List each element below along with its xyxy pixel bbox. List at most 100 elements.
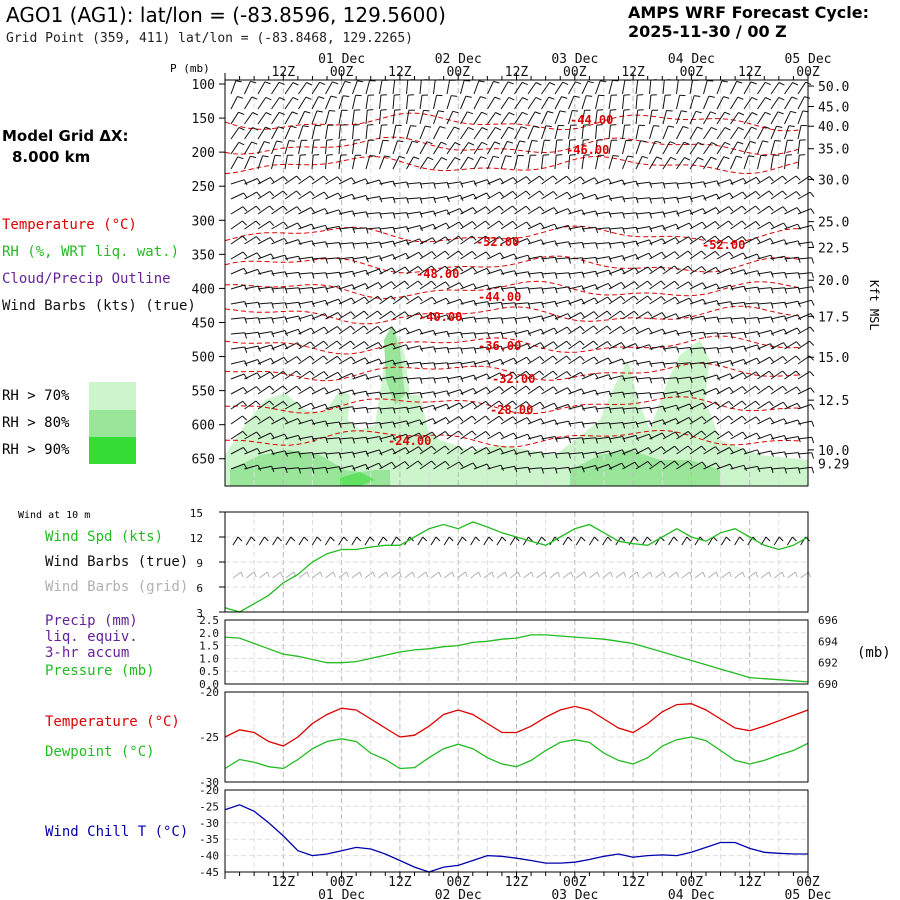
wind-barb-flag: [283, 356, 288, 363]
wind-barb: [662, 95, 666, 110]
wind-barb: [608, 391, 623, 395]
wind-barb: [757, 205, 770, 215]
legend-rh: RH (%, WRT liq. wat.): [2, 244, 180, 260]
wind-barb: [581, 242, 596, 245]
wind-barb: [730, 191, 743, 200]
wind-barb-flag: [323, 355, 329, 361]
wind-barb: [433, 417, 447, 425]
wind-barb: [460, 374, 475, 380]
wind-barb: [541, 386, 554, 395]
wind-barb: [338, 437, 353, 440]
wind-barb-flag: [741, 415, 747, 421]
surface-wind-barb-grid: [549, 571, 559, 579]
wind-barb: [473, 96, 481, 110]
wind-barb: [527, 370, 540, 380]
surface-wind-barb-true-flag: [528, 536, 533, 542]
wind-barb-flag: [498, 400, 504, 406]
wind-barb-flag: [716, 374, 721, 381]
wind-barb: [608, 449, 623, 455]
wind-barb: [689, 194, 704, 200]
wind-barb-flag: [446, 196, 450, 203]
wind-barb-flag: [459, 402, 464, 409]
wind-barb: [676, 126, 684, 140]
wind-barb: [757, 343, 771, 350]
wind-barb: [649, 265, 662, 275]
wind-barb: [743, 371, 757, 380]
wind-barb: [595, 125, 598, 140]
wind-barb: [365, 255, 380, 260]
wind-barb-flag: [751, 112, 758, 116]
wind-barb-flag: [676, 330, 680, 337]
wind-barb: [298, 341, 311, 350]
wind-barb-flag: [256, 191, 261, 198]
wind-barb: [514, 433, 528, 440]
wind-barb: [703, 361, 718, 365]
top-time-label: 00Z: [330, 65, 354, 80]
wind-barb-flag: [379, 196, 383, 203]
wind-barb: [608, 155, 614, 170]
wind-barb-flag: [311, 314, 316, 321]
wind-barb-flag: [324, 387, 329, 393]
wind-barb: [554, 340, 567, 350]
wind-barb-flag: [485, 415, 491, 421]
wind-barb: [311, 371, 325, 380]
wind-barb-flag: [606, 310, 612, 316]
wind-barb: [257, 270, 272, 275]
wind-barb: [689, 157, 699, 170]
wind-barb: [298, 140, 302, 155]
wind-barb: [689, 235, 702, 245]
wind-barb-flag: [296, 190, 302, 196]
wind-barb: [743, 141, 751, 155]
wind-barb: [406, 377, 421, 380]
wind-barb: [527, 190, 540, 200]
wind-barb-flag: [243, 192, 248, 199]
wind-barb-flag: [508, 112, 515, 116]
wind-barb: [703, 283, 717, 290]
wind-barb: [379, 226, 394, 230]
surface-wind-barb-grid: [232, 571, 242, 579]
wind-barb-flag: [256, 372, 262, 378]
wind-barb: [716, 192, 730, 200]
wind-barb-flag: [676, 197, 680, 204]
wind-barb: [352, 406, 367, 410]
wind-barb: [230, 430, 243, 440]
wind-barb: [298, 402, 312, 410]
wind-barb: [514, 316, 529, 320]
wind-barb-flag: [527, 254, 532, 261]
wind-barb: [433, 265, 446, 275]
wind-barb-flag: [513, 432, 518, 439]
wind-barb: [271, 302, 286, 305]
wind-barb-flag: [531, 140, 538, 142]
temperature-contour-label: -52.00: [476, 235, 519, 249]
wind-barb: [406, 405, 421, 410]
wind-barb-flag: [566, 326, 572, 333]
wind-barb-flag: [525, 190, 531, 196]
wind-barb-flag: [323, 175, 329, 181]
wind-barb: [352, 463, 366, 470]
wind-barb: [595, 110, 598, 125]
wind-barb: [676, 222, 690, 230]
wind-barb: [271, 271, 286, 275]
wind-barb: [244, 220, 257, 230]
wind-barb: [595, 390, 610, 395]
wind-barb: [568, 81, 576, 95]
wind-barb-flag: [426, 141, 433, 145]
wind-barb: [608, 241, 623, 245]
wind-barb: [622, 212, 637, 215]
wind-barb: [419, 237, 433, 245]
wind-barb: [338, 193, 353, 200]
wind-barb: [379, 407, 394, 410]
temperature-contour: [224, 225, 802, 244]
wind-barb-flag: [556, 154, 563, 156]
wind-barb-flag: [634, 461, 639, 468]
wind-barb-flag: [566, 340, 572, 346]
wind-barb: [527, 301, 542, 305]
surface-wind-barb-grid: [272, 571, 281, 579]
wind-barb: [419, 80, 422, 95]
wind-barb: [595, 463, 609, 470]
wind-barb-flag: [809, 191, 815, 198]
wind-barb-flag: [419, 419, 424, 426]
wind-barb-flag: [458, 430, 464, 436]
wind-barb-flag: [458, 235, 464, 241]
wind-barb: [608, 375, 623, 380]
